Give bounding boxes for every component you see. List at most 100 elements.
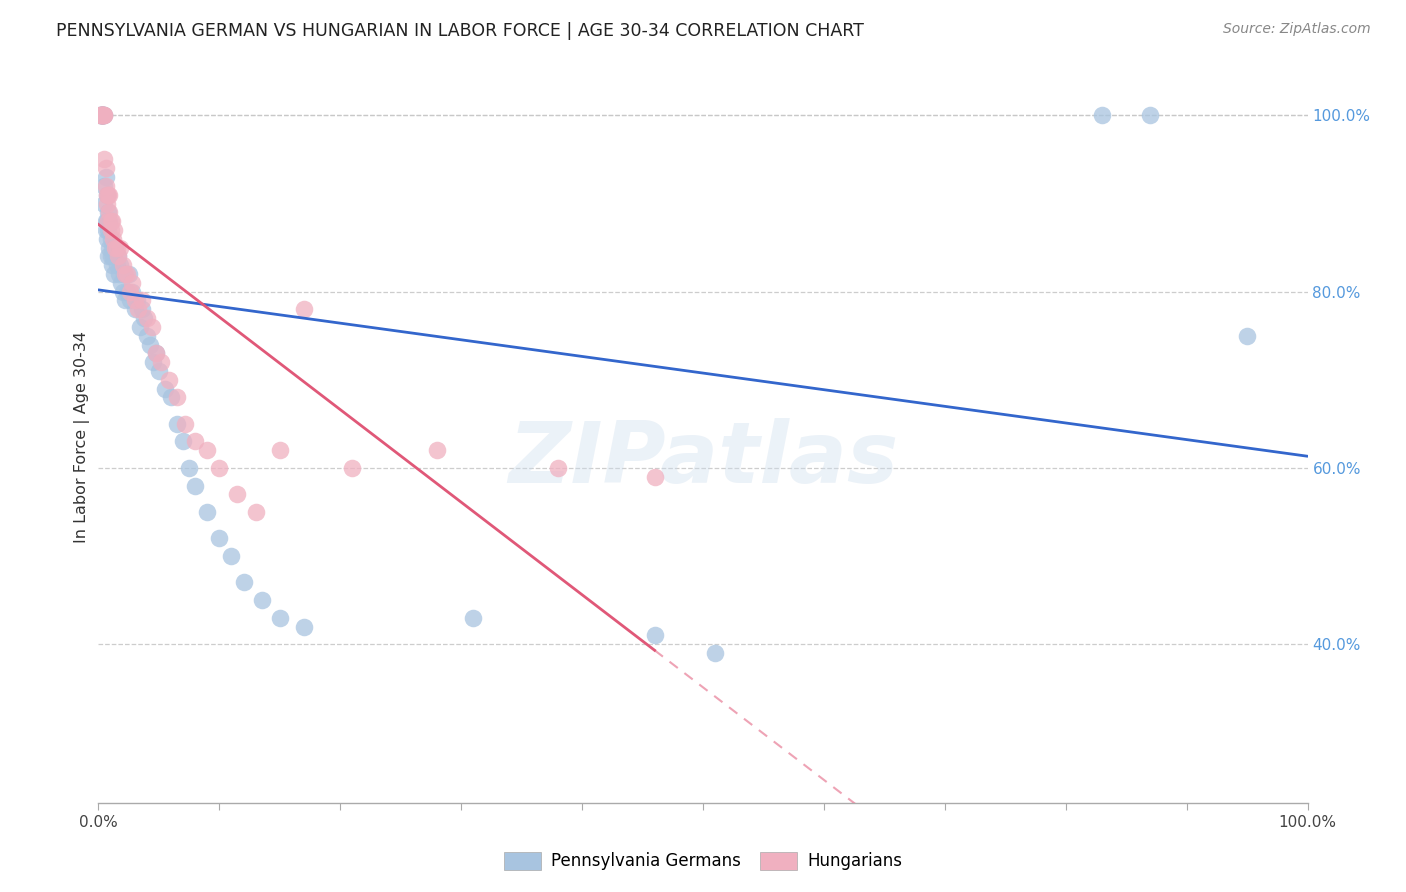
Point (105, 258, 128, 272)
Point (208, 532, 231, 546)
Point (97, 249, 120, 263)
Point (93, 196, 115, 211)
Point (90, 108, 112, 122)
Point (174, 417, 197, 431)
Point (101, 249, 124, 263)
Point (105, 241, 128, 255)
Point (100, 258, 122, 272)
Point (644, 469, 666, 483)
Legend: Pennsylvania Germans, Hungarians: Pennsylvania Germans, Hungarians (495, 843, 911, 879)
Point (117, 285, 139, 299)
Point (172, 434, 194, 449)
Y-axis label: In Labor Force | Age 30-34: In Labor Force | Age 30-34 (75, 331, 90, 543)
Point (93, 108, 115, 122)
Point (118, 267, 141, 281)
Point (157, 373, 180, 387)
Point (98, 214, 121, 228)
Point (166, 417, 188, 431)
Point (100, 223, 122, 237)
Point (100, 249, 122, 263)
Point (121, 285, 143, 299)
Point (153, 382, 176, 396)
Point (117, 267, 139, 281)
Point (124, 293, 146, 308)
Point (128, 320, 150, 334)
Point (142, 355, 165, 369)
Point (91, 108, 114, 122)
Point (103, 267, 125, 281)
Point (145, 346, 167, 360)
Point (292, 619, 315, 633)
Point (166, 391, 188, 405)
Point (97, 214, 120, 228)
Point (91, 108, 114, 122)
Point (108, 241, 131, 255)
Point (94, 178, 117, 193)
Point (121, 276, 143, 290)
Point (127, 302, 149, 317)
Point (221, 549, 243, 563)
Point (107, 249, 129, 263)
Point (91, 108, 114, 122)
Point (134, 311, 156, 326)
Point (110, 276, 132, 290)
Point (179, 461, 201, 475)
Point (547, 461, 569, 475)
Point (100, 214, 122, 228)
Point (342, 461, 364, 475)
Point (269, 443, 291, 458)
Point (100, 241, 122, 255)
Point (96, 232, 118, 246)
Point (93, 178, 115, 193)
Point (94, 170, 117, 185)
Point (208, 461, 231, 475)
Point (96, 187, 118, 202)
Point (1139, 108, 1161, 122)
Point (96, 196, 118, 211)
Point (195, 443, 218, 458)
Point (91, 108, 114, 122)
Point (150, 355, 173, 369)
Point (644, 628, 666, 642)
Point (127, 293, 149, 308)
Point (90, 108, 112, 122)
Point (141, 320, 163, 334)
Point (93, 108, 115, 122)
Point (103, 223, 125, 237)
Point (114, 267, 136, 281)
Point (94, 214, 117, 228)
Point (704, 646, 727, 660)
Point (91, 108, 114, 122)
Point (97, 205, 120, 219)
Point (114, 293, 136, 308)
Point (91, 108, 114, 122)
Point (100, 214, 122, 228)
Point (101, 232, 124, 246)
Text: ZIPatlas: ZIPatlas (508, 417, 898, 500)
Point (98, 187, 121, 202)
Point (245, 505, 267, 519)
Point (91, 108, 114, 122)
Point (148, 364, 170, 378)
Point (463, 611, 485, 625)
Point (160, 391, 183, 405)
Point (118, 293, 141, 308)
Point (89, 108, 111, 122)
Point (91, 108, 114, 122)
Point (184, 434, 207, 449)
Point (145, 346, 167, 360)
Point (250, 593, 273, 607)
Point (139, 337, 162, 351)
Point (131, 302, 153, 317)
Point (91, 108, 114, 122)
Point (131, 293, 153, 308)
Point (1236, 328, 1258, 343)
Point (96, 187, 118, 202)
Point (89, 108, 111, 122)
Point (98, 205, 121, 219)
Point (135, 311, 157, 326)
Point (91, 108, 114, 122)
Point (107, 249, 129, 263)
Point (111, 258, 134, 272)
Text: Source: ZipAtlas.com: Source: ZipAtlas.com (1223, 22, 1371, 37)
